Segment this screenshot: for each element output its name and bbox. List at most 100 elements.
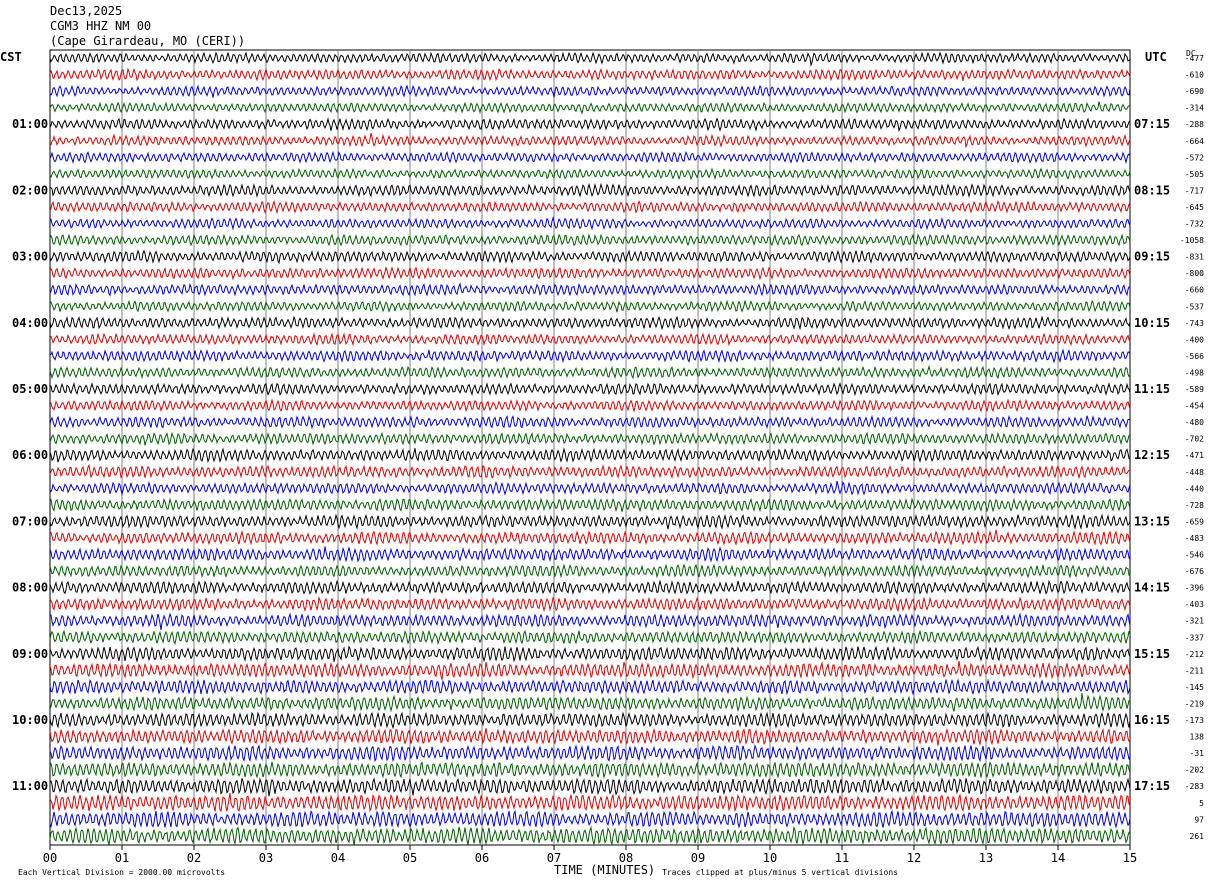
dc-offset-label: -283 — [1185, 782, 1204, 791]
utc-hour-label: 12:15 — [1134, 448, 1170, 462]
utc-hour-label: 17:15 — [1134, 779, 1170, 793]
date-label: Dec13,2025 — [50, 4, 123, 18]
seismic-trace — [49, 529, 1131, 547]
plot-frame — [49, 49, 1131, 846]
seismic-trace — [49, 431, 1130, 446]
dc-offset-label: -660 — [1185, 286, 1204, 295]
dc-offset-label: -471 — [1185, 451, 1204, 460]
seismic-trace — [49, 84, 1131, 98]
x-tick-label: 09 — [691, 851, 705, 865]
cst-hour-label: 01:00 — [12, 117, 48, 131]
seismic-trace — [49, 315, 1131, 331]
station-label: CGM3 HHZ NM 00 — [50, 19, 152, 33]
dc-offset-label: -645 — [1185, 203, 1204, 212]
dc-offset-label: -676 — [1185, 567, 1204, 576]
seismic-trace — [49, 727, 1131, 747]
dc-offset-label: -400 — [1185, 335, 1204, 344]
dc-offset-label: -454 — [1185, 402, 1204, 411]
seismic-trace — [49, 282, 1131, 297]
cst-hour-label: 08:00 — [12, 581, 48, 595]
utc-hour-label: 07:15 — [1134, 117, 1170, 131]
cst-hour-label: 05:00 — [12, 382, 48, 396]
utc-hour-label: 14:15 — [1134, 581, 1170, 595]
dc-offset-label: -505 — [1185, 170, 1204, 179]
seismic-trace — [49, 414, 1131, 430]
dc-offset-label: -173 — [1185, 716, 1204, 725]
clip-note: Traces clipped at plus/minus 5 vertical … — [662, 868, 899, 877]
dc-offset-label: -498 — [1185, 368, 1204, 377]
x-tick-label: 11 — [835, 851, 849, 865]
seismic-trace — [49, 117, 1131, 133]
dc-offset-label: 5 — [1199, 799, 1204, 808]
dc-offset-label: 138 — [1190, 733, 1205, 742]
dc-offset-label: -480 — [1185, 418, 1204, 427]
dc-offset-label: -440 — [1185, 484, 1204, 493]
x-tick-label: 06 — [475, 851, 489, 865]
cst-hour-label: 10:00 — [12, 713, 48, 727]
seismic-trace — [49, 167, 1131, 181]
cst-hour-label: 03:00 — [12, 250, 48, 264]
seismic-trace — [49, 398, 1131, 413]
dc-label: DC — [1186, 49, 1196, 58]
utc-hour-label: 08:15 — [1134, 183, 1170, 197]
dc-offset-label: -211 — [1185, 666, 1204, 675]
dc-offset-label: -732 — [1185, 220, 1204, 229]
seismic-trace — [49, 579, 1131, 596]
x-tick-label: 12 — [907, 851, 921, 865]
seismic-trace — [49, 51, 1131, 67]
scale-note: Each Vertical Division = 2000.00 microvo… — [18, 868, 226, 877]
seismic-trace — [49, 563, 1131, 579]
dc-offset-label: -743 — [1185, 319, 1204, 328]
seismic-trace — [49, 332, 1131, 347]
x-tick-label: 02 — [187, 851, 201, 865]
x-tick-label: 01 — [115, 851, 129, 865]
dc-offset-label: -321 — [1185, 617, 1204, 626]
dc-offset-label: -403 — [1185, 600, 1204, 609]
seismic-trace — [49, 744, 1131, 763]
seismic-trace — [49, 612, 1131, 631]
x-tick-label: 04 — [331, 851, 345, 865]
seismic-trace — [49, 513, 1131, 530]
x-tick-label: 15 — [1123, 851, 1137, 865]
dc-offset-label: -288 — [1185, 120, 1204, 129]
dc-offset-label: -717 — [1185, 186, 1204, 195]
seismic-trace — [49, 266, 1131, 281]
seismic-trace — [49, 216, 1131, 231]
cst-hour-label: 02:00 — [12, 183, 48, 197]
seismic-trace — [49, 645, 1131, 663]
dc-offset-label: 261 — [1190, 832, 1205, 841]
dc-offset-label: -702 — [1185, 435, 1204, 444]
dc-offset-label: -202 — [1185, 766, 1204, 775]
seismic-trace — [49, 761, 1131, 780]
seismic-trace — [49, 595, 1131, 613]
seismic-trace — [49, 629, 1131, 646]
dc-offset-label: -572 — [1185, 153, 1204, 162]
cst-hour-label: 09:00 — [12, 647, 48, 661]
seismic-trace — [49, 678, 1131, 696]
cst-hour-label: 07:00 — [12, 514, 48, 528]
seismic-trace — [49, 545, 1131, 563]
x-tick-label: 10 — [763, 851, 777, 865]
seismic-trace — [49, 182, 1131, 199]
utc-hour-label: 15:15 — [1134, 647, 1170, 661]
seismic-trace — [49, 777, 1131, 797]
seismic-trace — [49, 809, 1131, 829]
seismic-trace — [49, 348, 1131, 364]
seismic-trace — [49, 792, 1131, 813]
utc-axis-label: UTC — [1145, 50, 1167, 64]
utc-hour-label: 09:15 — [1134, 250, 1170, 264]
seismic-trace — [49, 480, 1131, 496]
dc-offset-label: -212 — [1185, 650, 1204, 659]
utc-hour-label: 11:15 — [1134, 382, 1170, 396]
dc-offset-label: -448 — [1185, 468, 1204, 477]
dc-offset-label: -728 — [1185, 501, 1204, 510]
x-tick-label: 08 — [619, 851, 633, 865]
dc-offset-label: -483 — [1185, 534, 1204, 543]
seismic-trace — [49, 497, 1131, 513]
x-tick-label: 05 — [403, 851, 417, 865]
dc-offset-label: -31 — [1190, 749, 1205, 758]
seismic-trace — [49, 825, 1131, 846]
dc-offset-label: 97 — [1194, 815, 1204, 824]
dc-offset-label: -589 — [1185, 385, 1204, 394]
